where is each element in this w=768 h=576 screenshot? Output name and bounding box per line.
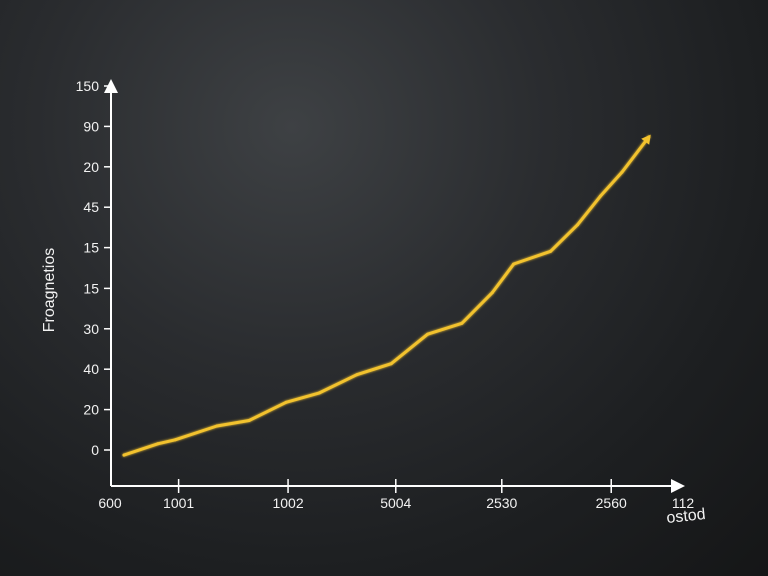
x-tick-label: 1001 <box>163 495 194 511</box>
series-line <box>122 135 651 457</box>
y-tick-label: 45 <box>83 199 99 215</box>
y-ticks: 0 20 40 30 15 15 45 20 90 150 <box>76 78 111 458</box>
data-point <box>598 194 602 198</box>
data-point <box>647 135 651 139</box>
data-point <box>173 438 177 442</box>
data-point <box>460 321 464 325</box>
x-tick-label: 2560 <box>596 495 627 511</box>
data-point <box>426 332 430 336</box>
x-axis-arrow-icon <box>671 479 685 493</box>
data-point <box>317 391 321 395</box>
y-tick-label: 15 <box>83 280 99 296</box>
x-tick-label: 112 <box>672 495 695 511</box>
y-tick-label: 20 <box>83 402 99 418</box>
data-point <box>355 373 359 377</box>
y-tick-label: 90 <box>83 118 99 134</box>
data-point <box>284 400 288 404</box>
y-tick-label: 40 <box>83 361 99 377</box>
x-tick-label: 2530 <box>486 495 517 511</box>
y-tick-label: 30 <box>83 321 99 337</box>
data-point <box>549 249 553 253</box>
x-axis-title: ostod <box>666 506 707 527</box>
y-tick-label: 150 <box>76 78 100 94</box>
y-axis-title: Froagnetios <box>41 248 58 333</box>
x-ticks: 600 1001 1002 5004 2530 2560 112 <box>98 479 694 511</box>
data-point <box>247 419 251 422</box>
y-tick-label: 0 <box>91 442 99 458</box>
x-tick-label: 1002 <box>272 495 303 511</box>
data-point <box>576 223 580 227</box>
data-point <box>491 290 494 294</box>
series-group <box>122 134 651 457</box>
data-point <box>156 442 160 446</box>
data-point <box>122 453 126 457</box>
x-tick-label: 5004 <box>380 495 411 511</box>
y-tick-label: 15 <box>83 240 99 256</box>
data-point <box>389 362 393 366</box>
data-point <box>620 170 624 174</box>
data-point <box>215 424 219 428</box>
x-tick-label: 600 <box>98 495 122 511</box>
y-tick-label: 20 <box>83 159 99 175</box>
data-point <box>512 262 516 266</box>
